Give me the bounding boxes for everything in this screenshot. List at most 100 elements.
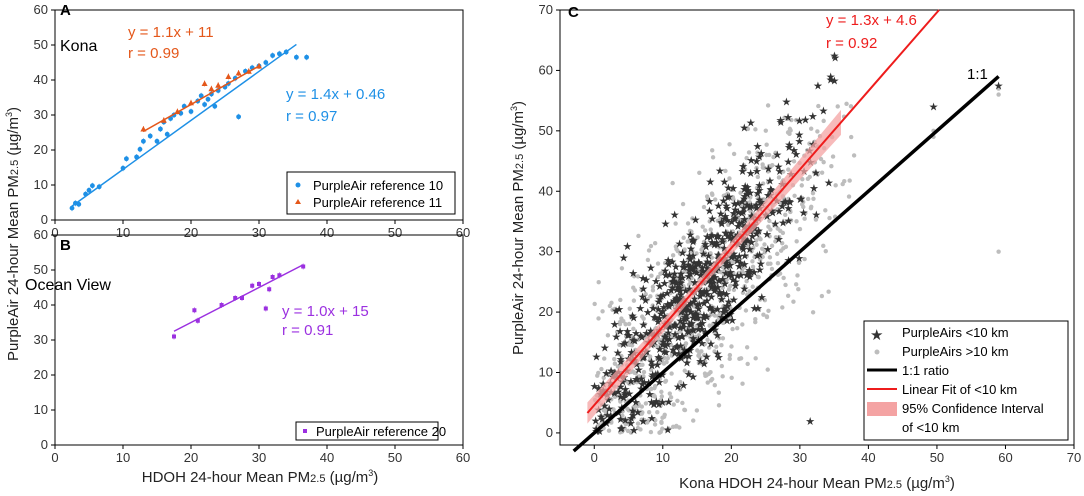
panel-a-xtick-label: 40	[320, 225, 334, 240]
scatter-point-far	[754, 238, 759, 243]
scatter-point-near: ★	[703, 250, 713, 262]
scatter-point-far	[791, 299, 796, 304]
scatter-point-far	[707, 323, 712, 328]
scatter-point-far	[762, 250, 768, 255]
scatter-point-far	[830, 154, 836, 159]
panel-c-ytick-label: 30	[539, 244, 553, 259]
scatter-point-far	[618, 399, 623, 404]
scatter-point-near: ★	[717, 217, 727, 229]
scatter-point-near: ★	[686, 243, 696, 255]
data-point	[198, 93, 204, 99]
scatter-point-far	[699, 247, 704, 252]
scatter-point-near: ★	[763, 163, 773, 175]
scatter-point-near: ★	[695, 291, 705, 303]
scatter-point-far	[657, 339, 662, 345]
scatter-point-near: ★	[685, 251, 695, 263]
scatter-point-near: ★	[676, 268, 686, 280]
scatter-point-near: ★	[655, 294, 665, 306]
scatter-point-far	[685, 221, 691, 226]
scatter-point-near: ★	[691, 308, 701, 320]
scatter-point-near: ★	[731, 276, 741, 288]
scatter-point-far	[720, 336, 726, 341]
panel-c-label: C	[568, 4, 579, 21]
panel-c-legend-label-ratio: 1:1 ratio	[902, 363, 949, 378]
scatter-point-far	[614, 329, 620, 335]
scatter-point-near: ★	[654, 296, 664, 308]
scatter-point-far	[641, 316, 646, 321]
scatter-point-far	[669, 371, 674, 376]
scatter-point-near: ★	[734, 261, 744, 273]
scatter-point-near: ★	[713, 201, 723, 213]
scatter-point-far	[670, 180, 675, 186]
scatter-point-near: ★	[713, 304, 723, 316]
scatter-point-near: ★	[699, 313, 709, 325]
scatter-point-near: ★	[723, 301, 733, 313]
scatter-point-far	[697, 170, 702, 175]
data-point	[76, 201, 82, 207]
panel-a-annotation-blue-eq: y = 1.4x + 0.46	[286, 86, 385, 103]
scatter-point-far	[702, 292, 707, 297]
scatter-point-near: ★	[712, 231, 722, 243]
panel-b-annotation-r: r = 0.91	[282, 322, 333, 339]
scatter-point-near: ★	[670, 329, 680, 341]
scatter-point-far	[592, 301, 597, 307]
scatter-point-near: ★	[694, 257, 704, 269]
scatter-point-far	[627, 306, 632, 311]
scatter-point-far	[823, 248, 828, 254]
panel-a-annotation-orange-eq: y = 1.1x + 11	[128, 24, 214, 41]
scatter-point-near: ★	[784, 216, 794, 228]
scatter-point-near: ★	[681, 286, 691, 298]
scatter-point-near: ★	[613, 348, 623, 360]
scatter-point-far	[617, 322, 623, 327]
scatter-point-near: ★	[666, 285, 676, 297]
scatter-point-far	[718, 278, 723, 283]
scatter-point-far	[619, 357, 625, 362]
scatter-point-near: ★	[710, 283, 720, 295]
scatter-point-near: ★	[701, 242, 711, 254]
scatter-point-far	[674, 246, 679, 252]
panel-a-xtick-label: 0	[51, 225, 58, 240]
scatter-point-near: ★	[624, 389, 634, 401]
scatter-point-far	[697, 311, 702, 316]
scatter-point-near: ★	[702, 352, 712, 364]
scatter-point-far	[689, 336, 694, 342]
scatter-point-far	[655, 274, 661, 280]
data-point	[205, 96, 211, 102]
scatter-point-near: ★	[729, 208, 739, 220]
scatter-point-near: ★	[747, 211, 757, 223]
scatter-point-far	[712, 349, 717, 354]
scatter-point-near: ★	[603, 394, 613, 406]
panel-c-xtick-label: 40	[861, 450, 875, 465]
scatter-point-near: ★	[727, 252, 737, 264]
scatter-point-far	[723, 309, 728, 315]
scatter-point-far	[765, 367, 770, 372]
scatter-point-far	[639, 411, 645, 416]
scatter-point-far	[710, 155, 716, 160]
panel-a-fit-line-0	[71, 43, 297, 207]
scatter-point-far	[668, 342, 674, 348]
scatter-point-far	[996, 86, 1001, 91]
panel-c-legend-label-near: PurpleAirs <10 km	[902, 325, 1009, 340]
data-point	[277, 51, 282, 57]
scatter-point-far	[666, 273, 671, 278]
scatter-point-far	[716, 403, 722, 408]
scatter-point-far	[773, 150, 778, 155]
scatter-point-far	[645, 420, 650, 425]
scatter-point-near: ★	[755, 197, 765, 209]
scatter-point-far	[808, 126, 814, 131]
legend-marker-blue-circle	[295, 182, 301, 188]
scatter-point-near: ★	[666, 298, 676, 310]
scatter-point-near: ★	[706, 303, 716, 315]
scatter-point-near: ★	[721, 228, 731, 240]
scatter-point-near: ★	[767, 185, 777, 197]
scatter-point-near: ★	[678, 248, 688, 260]
scatter-point-far	[648, 357, 653, 363]
scatter-point-near: ★	[774, 234, 784, 246]
scatter-point-near: ★	[707, 281, 717, 293]
scatter-point-far	[807, 141, 812, 146]
data-point	[212, 103, 218, 109]
scatter-point-near: ★	[710, 324, 720, 336]
scatter-point-near: ★	[655, 281, 665, 293]
scatter-point-near: ★	[645, 389, 655, 401]
